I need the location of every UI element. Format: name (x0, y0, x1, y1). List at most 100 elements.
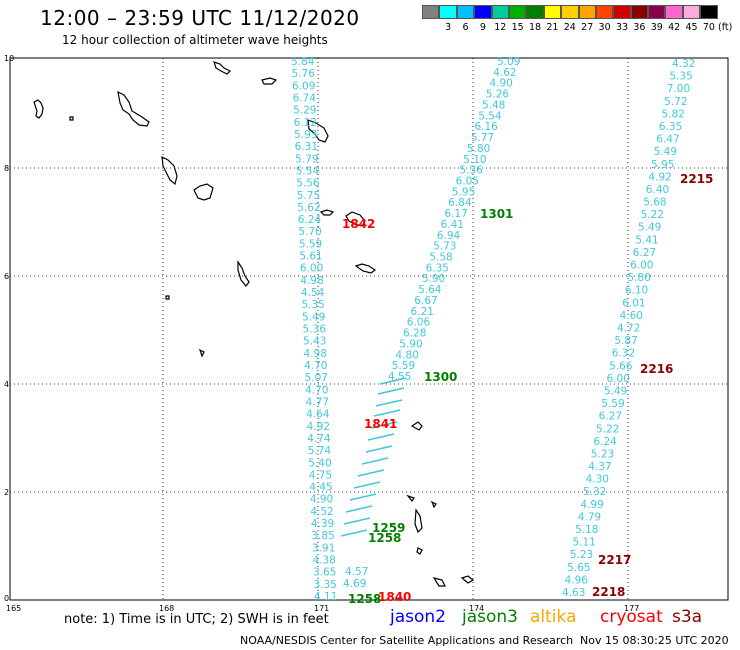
track-a-wave-height: 4.77 (306, 396, 329, 408)
track-a-wave-height: 5.76 (292, 68, 316, 80)
track-c-wave-height: 4.37 (588, 461, 611, 473)
credit-text: NOAA/NESDIS Center for Satellite Applica… (240, 634, 574, 647)
island-outline (261, 77, 278, 85)
track-a-wave-height: 5.07 (305, 372, 328, 384)
track-a-wave-height: 4.74 (307, 433, 331, 445)
track-b-dense-mark (370, 421, 398, 429)
track-a-wave-height: 4.98 (300, 275, 323, 287)
track-a-wave-height: 4.75 (309, 469, 332, 481)
track-b-wave-height: 6.16 (474, 121, 498, 133)
scale-swatch (561, 5, 579, 19)
track-a-wave-height: 6.74 (293, 92, 317, 104)
track-a-wave-height: 4.39 (311, 518, 334, 530)
track-b-dense-mark (353, 481, 381, 489)
track-c-wave-height: 5.35 (669, 71, 692, 83)
track-b-wave-height: 5.90 (422, 273, 445, 285)
track-a-wave-height: 6.24 (298, 214, 322, 226)
pass-time-label: 1301 (480, 207, 513, 221)
scale-swatch (543, 5, 562, 19)
track-a-wave-height: 5.49 (302, 311, 325, 323)
track-c-wave-height: 5.49 (654, 146, 677, 158)
scale-swatch (508, 5, 527, 19)
track-a-wave-height: 4.45 (309, 482, 332, 494)
track-a-wave-height: 5.79 (295, 153, 318, 165)
scale-swatch (526, 5, 544, 19)
track-b-wave-height: 5.77 (471, 132, 494, 144)
island-outline (165, 295, 170, 300)
scale-label: 33 (615, 22, 629, 33)
pass-time-label: 1259 (372, 521, 405, 535)
color-scale-labels: 3 6 9 12 15 18 21 24 27 30 33 36 39 42 45 70 (422, 22, 718, 33)
scale-label: 39 (650, 22, 663, 33)
track-a-wave-height: 5.61 (299, 251, 322, 263)
track-c-wave-height: 5.59 (601, 398, 624, 410)
track-a-wave-height: 4.52 (310, 506, 333, 518)
island-outline (416, 547, 423, 555)
scale-swatch (700, 5, 718, 19)
latitude-tick-label: 8 (4, 164, 9, 173)
color-scale-bar (422, 5, 718, 19)
longitude-tick-label: 174 (469, 604, 484, 613)
track-c-wave-height: 6.10 (625, 285, 648, 297)
track-b-wave-height: 4.80 (396, 349, 419, 361)
track-a-wave-height: 4.92 (307, 421, 330, 433)
latitude-tick-label: 6 (4, 272, 9, 281)
scale-swatch (630, 5, 649, 19)
scale-swatch (422, 5, 440, 19)
track-b-dense-mark (345, 505, 373, 513)
track-a-wave-height: 4.98 (304, 348, 327, 360)
track-a-wave-height: 5.62 (297, 202, 320, 214)
track-b-wave-height: 5.54 (478, 110, 502, 122)
island-outline (460, 575, 475, 584)
pass-time-label: 1841 (364, 417, 397, 431)
footer-note: note: 1) Time is in UTC; 2) SWH is in fe… (64, 612, 329, 627)
track-c-wave-height: 5.65 (567, 562, 590, 574)
track-b-dense-mark (340, 529, 368, 537)
track-c-wave-height: 5.23 (591, 448, 614, 460)
track-b-wave-height: 6.28 (403, 328, 426, 340)
latitude-tick-label: 2 (4, 488, 9, 497)
color-scale-unit: (ft) (718, 22, 733, 33)
track-b-wave-height: 6.84 (448, 197, 472, 209)
track-b-wave-height: 5.73 (433, 241, 456, 253)
track-b-wave-height: 5.64 (418, 284, 442, 296)
track-c-wave-height: 4.99 (580, 499, 603, 511)
track-a-wave-height: 5.84 (291, 56, 315, 68)
track-b-wave-height: 4.62 (493, 67, 516, 79)
track-b-wave-height: 5.10 (463, 154, 486, 166)
island-outline (406, 494, 415, 503)
track-a-wave-height: 5.74 (308, 445, 332, 457)
track-b-dense-mark (379, 377, 407, 385)
legend-cryosat: cryosat (600, 607, 663, 627)
island-outline (193, 183, 214, 201)
track-b-wave-height: 4.57 (345, 566, 368, 578)
longitude-tick-label: 165 (6, 604, 21, 613)
track-c-wave-height: 5.41 (635, 234, 658, 246)
track-c-wave-height: 6.47 (656, 134, 679, 146)
island-outline (354, 263, 377, 274)
latitude-tick-label: 10 (4, 54, 14, 63)
track-b-wave-height: 6.21 (411, 306, 434, 318)
track-b-dense-mark (375, 399, 403, 407)
track-a-wave-height: 5.36 (303, 324, 327, 336)
track-a-wave-height: 4.38 (312, 555, 335, 567)
track-c-wave-height: 5.32 (583, 486, 606, 498)
scale-swatch (665, 5, 683, 19)
track-c-wave-height: 6.32 (612, 348, 635, 360)
track-a-wave-height: 4.54 (301, 287, 325, 299)
track-a-wave-height: 3.35 (313, 579, 336, 591)
track-a-wave-height: 5.59 (299, 238, 322, 250)
track-a-wave-height: 5.43 (303, 336, 326, 348)
track-a-wave-height: 5.40 (308, 457, 331, 469)
track-b-wave-height: 5.58 (429, 252, 452, 264)
track-c-wave-height: 4.63 (562, 587, 585, 599)
longitude-tick-label: 171 (314, 604, 329, 613)
track-c-wave-height: 7.00 (667, 83, 690, 95)
island-outline (198, 348, 205, 358)
pass-time-label: 1258 (348, 592, 381, 606)
island-outline (307, 119, 329, 143)
track-a-wave-height: 5.54 (296, 165, 320, 177)
track-b-wave-height: 4.90 (489, 78, 512, 90)
track-b-wave-height: 5.26 (486, 89, 510, 101)
scale-label: 18 (528, 22, 542, 33)
